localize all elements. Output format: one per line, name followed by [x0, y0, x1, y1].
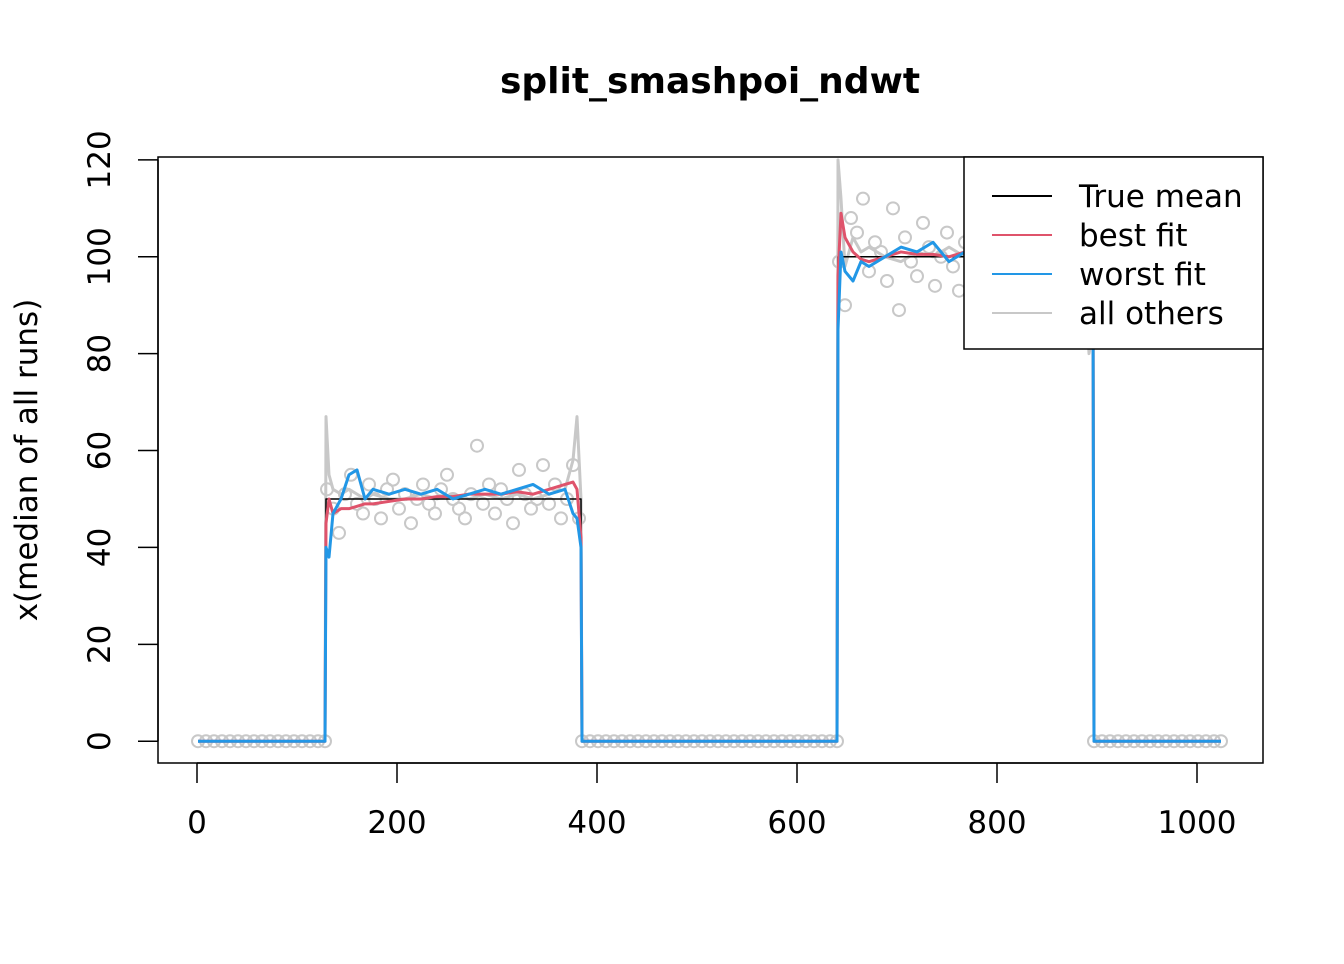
- x-tick-label: 600: [767, 805, 826, 841]
- observation: [386, 472, 400, 487]
- observation: [910, 269, 924, 284]
- y-tick-label: 60: [82, 431, 118, 470]
- observation: [928, 278, 942, 293]
- observation: [512, 462, 526, 477]
- observation: [952, 283, 966, 298]
- observation: [868, 235, 882, 250]
- y-tick-label: 80: [82, 334, 118, 373]
- observation: [458, 511, 472, 526]
- y-tick-label: 100: [82, 227, 118, 286]
- observation: [380, 482, 394, 497]
- observation: [392, 501, 406, 516]
- observation: [886, 201, 900, 216]
- observation: [428, 506, 442, 521]
- y-axis-label: x(median of all runs): [9, 299, 45, 622]
- chart-title: split_smashpoi_ndwt: [500, 61, 920, 102]
- x-tick-label: 800: [967, 805, 1026, 841]
- observation: [844, 211, 858, 226]
- observation: [374, 511, 388, 526]
- observation: [476, 496, 490, 511]
- observation: [488, 506, 502, 521]
- observation: [416, 477, 430, 492]
- observation: [524, 501, 538, 516]
- observation: [898, 230, 912, 245]
- plot-frame: [157, 156, 1264, 764]
- observation: [880, 274, 894, 289]
- legend-label: worst fit: [1079, 257, 1206, 293]
- x-tick-label: 200: [367, 805, 426, 841]
- observation: [470, 438, 484, 453]
- observation: [850, 225, 864, 240]
- observation: [940, 225, 954, 240]
- y-tick-label: 120: [82, 130, 118, 189]
- x-tick-label: 1000: [1158, 805, 1237, 841]
- legend-label: all others: [1079, 296, 1224, 332]
- y-tick-label: 40: [82, 528, 118, 567]
- y-tick-label: 20: [82, 625, 118, 664]
- observation: [554, 511, 568, 526]
- legend-box: [963, 156, 1264, 350]
- observation: [362, 477, 376, 492]
- observation: [838, 298, 852, 313]
- observation: [332, 525, 346, 540]
- observation: [856, 191, 870, 206]
- observation: [506, 516, 520, 531]
- legend-label: best fit: [1079, 218, 1188, 254]
- observation: [542, 496, 556, 511]
- observation: [916, 215, 930, 230]
- observation: [536, 458, 550, 473]
- observation: [452, 501, 466, 516]
- observation: [356, 506, 370, 521]
- observation: [404, 516, 418, 531]
- legend-label: True mean: [1078, 179, 1243, 215]
- observation: [892, 303, 906, 318]
- x-tick-label: 0: [187, 805, 207, 841]
- y-tick-label: 0: [82, 731, 118, 751]
- observation: [440, 467, 454, 482]
- x-tick-label: 400: [567, 805, 626, 841]
